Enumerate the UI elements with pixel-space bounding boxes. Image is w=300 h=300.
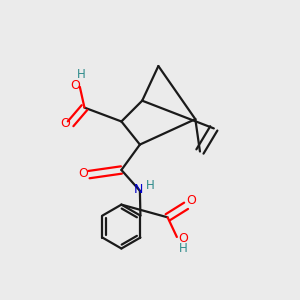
Text: H: H (77, 68, 86, 81)
Text: O: O (78, 167, 88, 180)
Text: H: H (179, 242, 188, 256)
Text: O: O (186, 194, 196, 207)
Text: N: N (134, 183, 143, 196)
Text: O: O (178, 232, 188, 244)
Text: O: O (70, 79, 80, 92)
Text: H: H (146, 179, 155, 192)
Text: O: O (60, 117, 70, 130)
